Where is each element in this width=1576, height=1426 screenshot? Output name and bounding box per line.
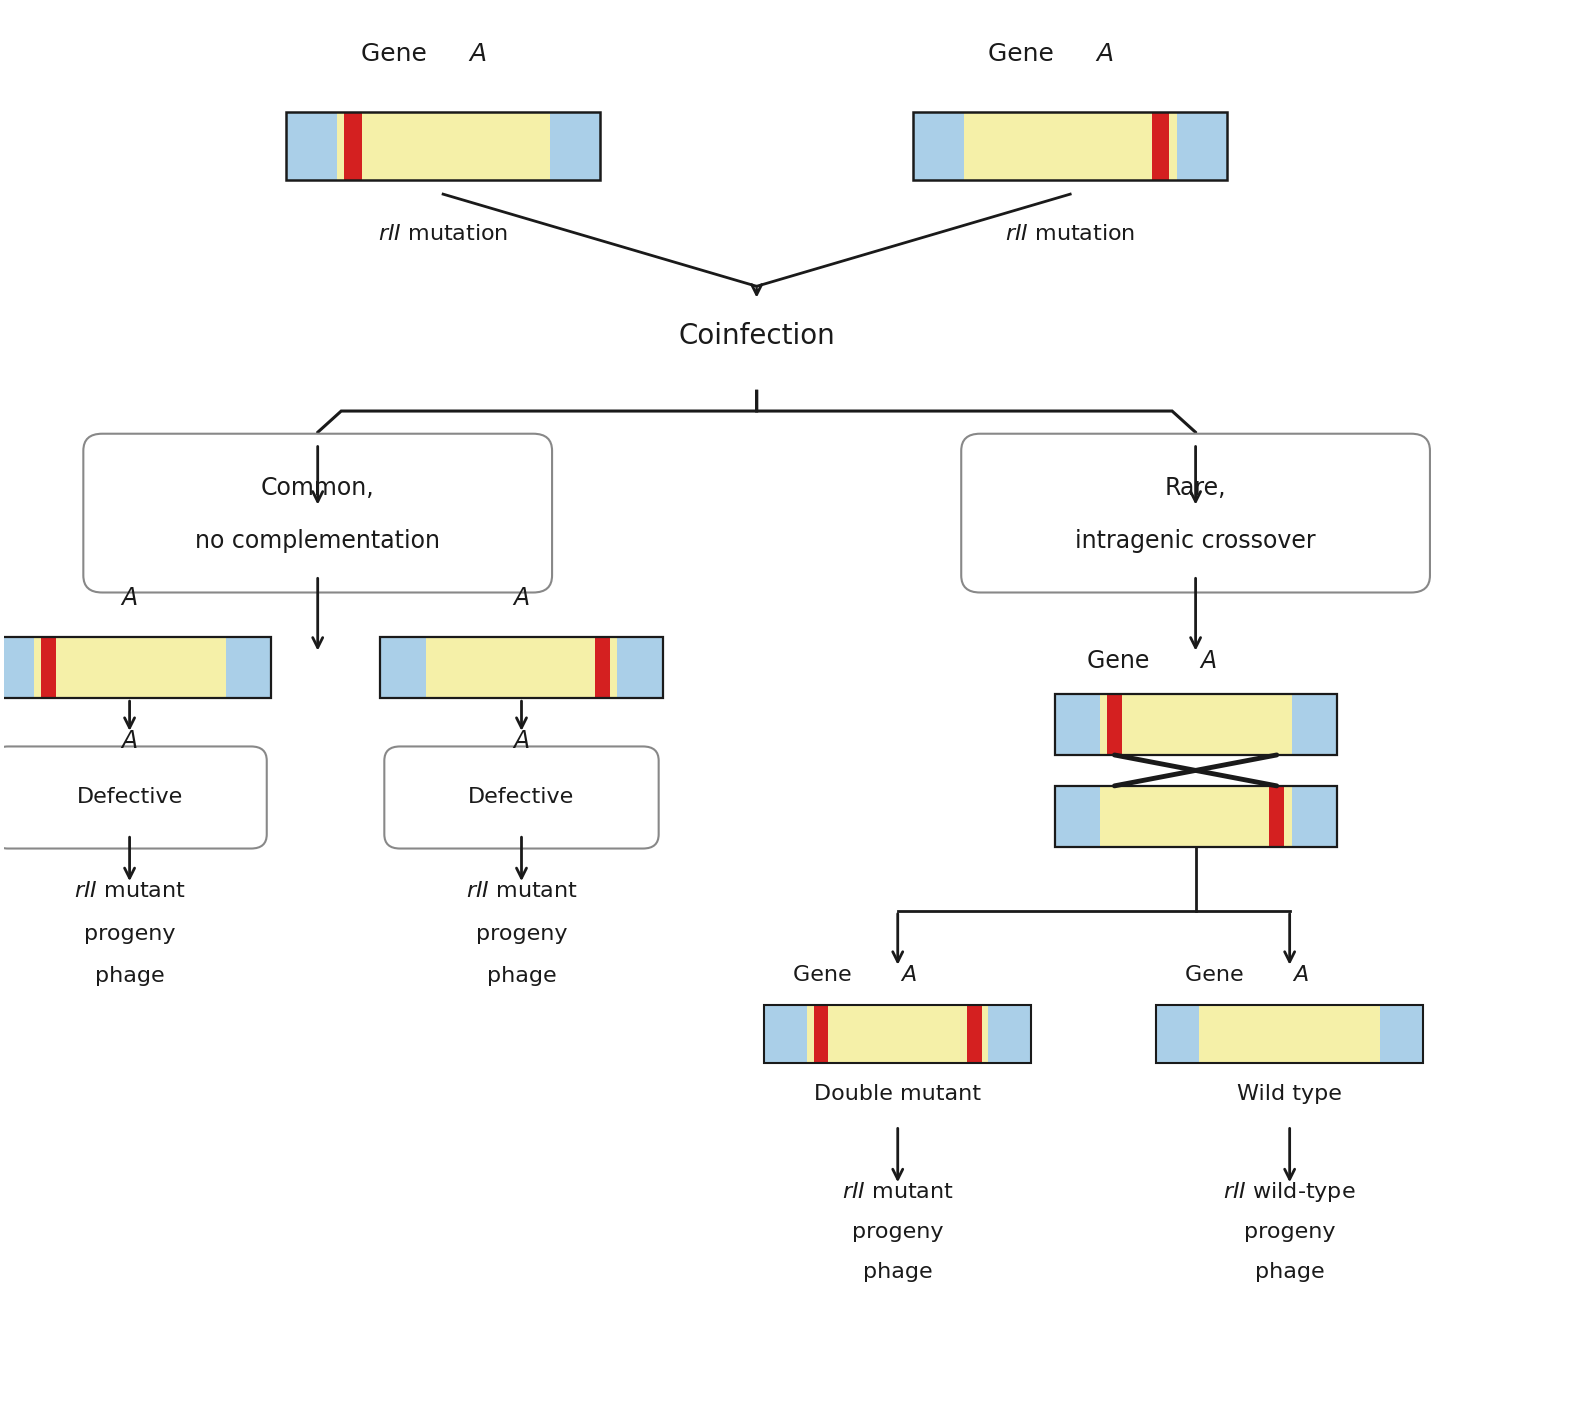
Bar — [1292, 786, 1336, 847]
Text: $\mathit{rII}$ mutant: $\mathit{rII}$ mutant — [465, 881, 577, 901]
Text: phage: phage — [95, 967, 164, 987]
Bar — [225, 637, 271, 699]
Bar — [618, 637, 662, 699]
Bar — [1152, 111, 1169, 180]
Bar — [287, 111, 600, 180]
Bar — [1054, 786, 1100, 847]
Bar — [968, 1005, 982, 1064]
Text: no complementation: no complementation — [195, 529, 440, 553]
Bar — [0, 637, 271, 699]
Bar — [550, 111, 600, 180]
FancyBboxPatch shape — [0, 746, 266, 848]
Text: phage: phage — [864, 1262, 933, 1282]
Bar — [914, 111, 1228, 180]
Text: $\mathit{rII}$ mutant: $\mathit{rII}$ mutant — [74, 881, 186, 901]
Bar — [380, 637, 426, 699]
Text: $\mathit{rII}$ mutant: $\mathit{rII}$ mutant — [842, 1182, 953, 1202]
Text: phage: phage — [1254, 1262, 1324, 1282]
Text: A: A — [1095, 41, 1113, 66]
Bar — [41, 637, 57, 699]
Bar — [1054, 786, 1336, 847]
Text: intragenic crossover: intragenic crossover — [1075, 529, 1316, 553]
Bar — [914, 111, 963, 180]
Text: phage: phage — [487, 967, 556, 987]
Bar — [1157, 1005, 1423, 1064]
Text: Defective: Defective — [468, 787, 575, 807]
Bar — [287, 111, 600, 180]
Text: A: A — [1199, 649, 1217, 673]
Bar — [764, 1005, 807, 1064]
Bar — [344, 111, 361, 180]
Bar — [0, 637, 271, 699]
Bar — [764, 1005, 1031, 1064]
Text: A: A — [901, 965, 916, 985]
Text: A: A — [121, 729, 137, 753]
Bar — [1381, 1005, 1423, 1064]
FancyBboxPatch shape — [385, 746, 659, 848]
FancyBboxPatch shape — [961, 434, 1429, 592]
Text: Coinfection: Coinfection — [678, 322, 835, 349]
Bar — [0, 637, 33, 699]
Text: A: A — [514, 729, 530, 753]
Bar — [380, 637, 662, 699]
Text: Gene: Gene — [1086, 649, 1157, 673]
Bar — [1269, 786, 1284, 847]
Text: progeny: progeny — [476, 924, 567, 944]
Bar — [1054, 786, 1336, 847]
Text: Common,: Common, — [262, 476, 375, 499]
Bar — [594, 637, 610, 699]
Bar — [988, 1005, 1031, 1064]
Text: A: A — [121, 586, 137, 610]
Bar — [1054, 693, 1100, 754]
Bar — [1177, 111, 1228, 180]
Text: progeny: progeny — [853, 1222, 944, 1242]
Text: $\mathit{rII}$ wild-type: $\mathit{rII}$ wild-type — [1223, 1181, 1355, 1204]
Bar — [287, 111, 337, 180]
FancyBboxPatch shape — [84, 434, 552, 592]
Text: Gene: Gene — [793, 965, 859, 985]
Text: A: A — [470, 41, 485, 66]
Text: Rare,: Rare, — [1165, 476, 1226, 499]
Text: A: A — [514, 586, 530, 610]
Bar — [764, 1005, 1031, 1064]
Text: Gene: Gene — [1185, 965, 1250, 985]
Text: Gene: Gene — [988, 41, 1062, 66]
Text: A: A — [1292, 965, 1308, 985]
Bar — [1106, 693, 1122, 754]
Text: Wild type: Wild type — [1237, 1084, 1343, 1104]
Text: progeny: progeny — [1243, 1222, 1335, 1242]
Bar — [813, 1005, 829, 1064]
Text: progeny: progeny — [84, 924, 175, 944]
Bar — [380, 637, 662, 699]
Bar — [1157, 1005, 1423, 1064]
Bar — [1292, 693, 1336, 754]
Text: Defective: Defective — [77, 787, 183, 807]
Text: Gene: Gene — [361, 41, 435, 66]
Text: Double mutant: Double mutant — [815, 1084, 982, 1104]
Bar — [914, 111, 1228, 180]
Text: $\mathit{rII}$ mutation: $\mathit{rII}$ mutation — [1005, 224, 1135, 244]
Text: $\mathit{rII}$ mutation: $\mathit{rII}$ mutation — [378, 224, 507, 244]
Bar — [1157, 1005, 1199, 1064]
Bar — [1054, 693, 1336, 754]
Bar — [1054, 693, 1336, 754]
